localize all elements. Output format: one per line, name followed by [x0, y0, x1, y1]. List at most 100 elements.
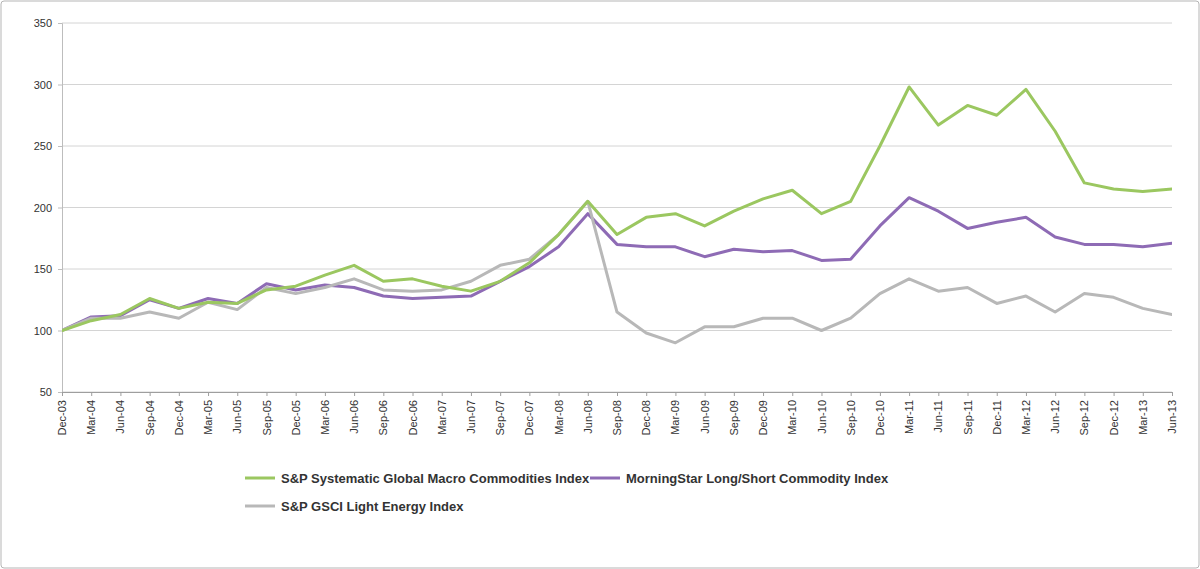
- x-tick-mark: [413, 392, 414, 396]
- y-tick-mark: [58, 331, 62, 332]
- lines: [62, 87, 1172, 343]
- x-tick-mark: [471, 392, 472, 396]
- x-tick-label: Dec-10: [874, 400, 886, 435]
- x-tick-mark: [675, 392, 676, 396]
- x-tick-mark: [325, 392, 326, 396]
- x-tick-label: Sep-05: [260, 400, 272, 435]
- x-tick-mark: [237, 392, 238, 396]
- grid-line: [62, 207, 1172, 208]
- grid-line: [62, 23, 1172, 24]
- x-tick-label: Mar-12: [1020, 400, 1032, 435]
- x-tick: Dec-08: [640, 392, 652, 435]
- x-tick: Jun-05: [231, 392, 243, 434]
- x-tick: Mar-04: [85, 392, 97, 435]
- x-tick-mark: [383, 392, 384, 396]
- legend-item: MorningStar Long/Short Commodity Index: [590, 471, 889, 486]
- legend-item: S&P GSCI Light Energy Index: [245, 499, 464, 514]
- x-tick-label: Sep-04: [144, 400, 156, 435]
- x-tick-label: Mar-09: [669, 400, 681, 435]
- x-tick-label: Sep-11: [962, 400, 974, 435]
- x-tick: Sep-12: [1078, 392, 1090, 435]
- y-tick-mark: [58, 146, 62, 147]
- x-tick: Sep-04: [144, 392, 156, 435]
- x-tick-label: Jun-05: [231, 400, 243, 434]
- x-tick-mark: [821, 392, 822, 396]
- x-tick-mark: [1026, 392, 1027, 396]
- x-tick: Dec-04: [173, 392, 185, 435]
- x-tick: Dec-12: [1108, 392, 1120, 435]
- x-tick-mark: [179, 392, 180, 396]
- x-tick: Dec-03: [56, 392, 68, 435]
- x-tick: Mar-12: [1020, 392, 1032, 435]
- y-tick: 200: [34, 202, 62, 214]
- x-tick: Mar-06: [319, 392, 331, 435]
- x-tick-label: Mar-06: [319, 400, 331, 435]
- x-tick: Mar-11: [903, 392, 915, 434]
- x-tick-label: Sep-09: [728, 400, 740, 435]
- x-tick-mark: [705, 392, 706, 396]
- x-tick-mark: [500, 392, 501, 396]
- x-tick-label: Mar-08: [553, 400, 565, 435]
- y-tick-mark: [58, 23, 62, 24]
- grid-line: [62, 330, 1172, 331]
- x-tick-label: Mar-10: [786, 400, 798, 435]
- x-tick: Jun-12: [1049, 392, 1061, 434]
- x-tick-mark: [208, 392, 209, 396]
- grid-line: [62, 269, 1172, 270]
- x-tick-label: Jun-04: [114, 400, 126, 434]
- x-tick-label: Jun-09: [699, 400, 711, 434]
- legend: S&P Systematic Global Macro Commodities …: [245, 471, 889, 514]
- x-tick-mark: [1172, 392, 1173, 396]
- x-tick-label: Dec-06: [407, 400, 419, 435]
- x-tick-label: Sep-10: [845, 400, 857, 435]
- y-tick-label: 300: [34, 79, 52, 91]
- y-tick-label: 250: [34, 140, 52, 152]
- x-tick-label: Dec-08: [640, 400, 652, 435]
- x-tick-mark: [1055, 392, 1056, 396]
- x-tick: Mar-13: [1137, 392, 1149, 435]
- x-tick: Jun-06: [348, 392, 360, 434]
- x-tick: Jun-08: [582, 392, 594, 434]
- x-tick-mark: [354, 392, 355, 396]
- plot-area: 50 100 150 200 250 300 350 Dec-03 Mar-04 Jun-04 Se…: [34, 17, 1178, 435]
- y-tick-label: 200: [34, 202, 52, 214]
- x-tick-mark: [763, 392, 764, 396]
- x-tick: Jun-11: [932, 392, 944, 433]
- x-tick: Mar-05: [202, 392, 214, 435]
- y-tick-label: 100: [34, 325, 52, 337]
- grid: [62, 23, 1172, 392]
- x-tick-mark: [1084, 392, 1085, 396]
- x-tick-label: Dec-09: [757, 400, 769, 435]
- chart-frame: [1, 1, 1199, 568]
- x-tick-label: Sep-08: [611, 400, 623, 435]
- legend-swatch: [245, 505, 275, 508]
- x-axis: Dec-03 Mar-04 Jun-04 Sep-04 Dec-04 Mar-05 Jun-…: [56, 392, 1178, 435]
- x-tick-label: Dec-05: [290, 400, 302, 435]
- x-tick-label: Sep-07: [494, 400, 506, 435]
- y-tick-label: 150: [34, 263, 52, 275]
- y-tick: 50: [40, 386, 62, 398]
- x-tick: Sep-10: [845, 392, 857, 435]
- y-tick: 150: [34, 263, 62, 275]
- legend-swatch: [245, 477, 275, 480]
- legend-label: S&P Systematic Global Macro Commodities …: [281, 471, 590, 486]
- x-tick-label: Mar-11: [903, 400, 915, 434]
- x-tick-label: Jun-12: [1049, 400, 1061, 434]
- x-axis-line: [63, 393, 1173, 397]
- x-tick: Mar-07: [436, 392, 448, 435]
- x-tick: Sep-08: [611, 392, 623, 435]
- x-tick-mark: [120, 392, 121, 396]
- x-tick-label: Dec-11: [991, 400, 1003, 435]
- y-tick: 350: [34, 17, 62, 29]
- x-tick-mark: [150, 392, 151, 396]
- legend-label: MorningStar Long/Short Commodity Index: [626, 471, 889, 486]
- x-tick-label: Jun-06: [348, 400, 360, 434]
- x-tick: Jun-13: [1166, 392, 1178, 434]
- x-tick: Sep-11: [962, 392, 974, 435]
- x-tick-mark: [646, 392, 647, 396]
- series-line: [62, 87, 1172, 331]
- x-tick-label: Jun-13: [1166, 400, 1178, 434]
- x-tick-mark: [909, 392, 910, 396]
- x-tick-label: Dec-03: [56, 400, 68, 435]
- x-tick-mark: [938, 392, 939, 396]
